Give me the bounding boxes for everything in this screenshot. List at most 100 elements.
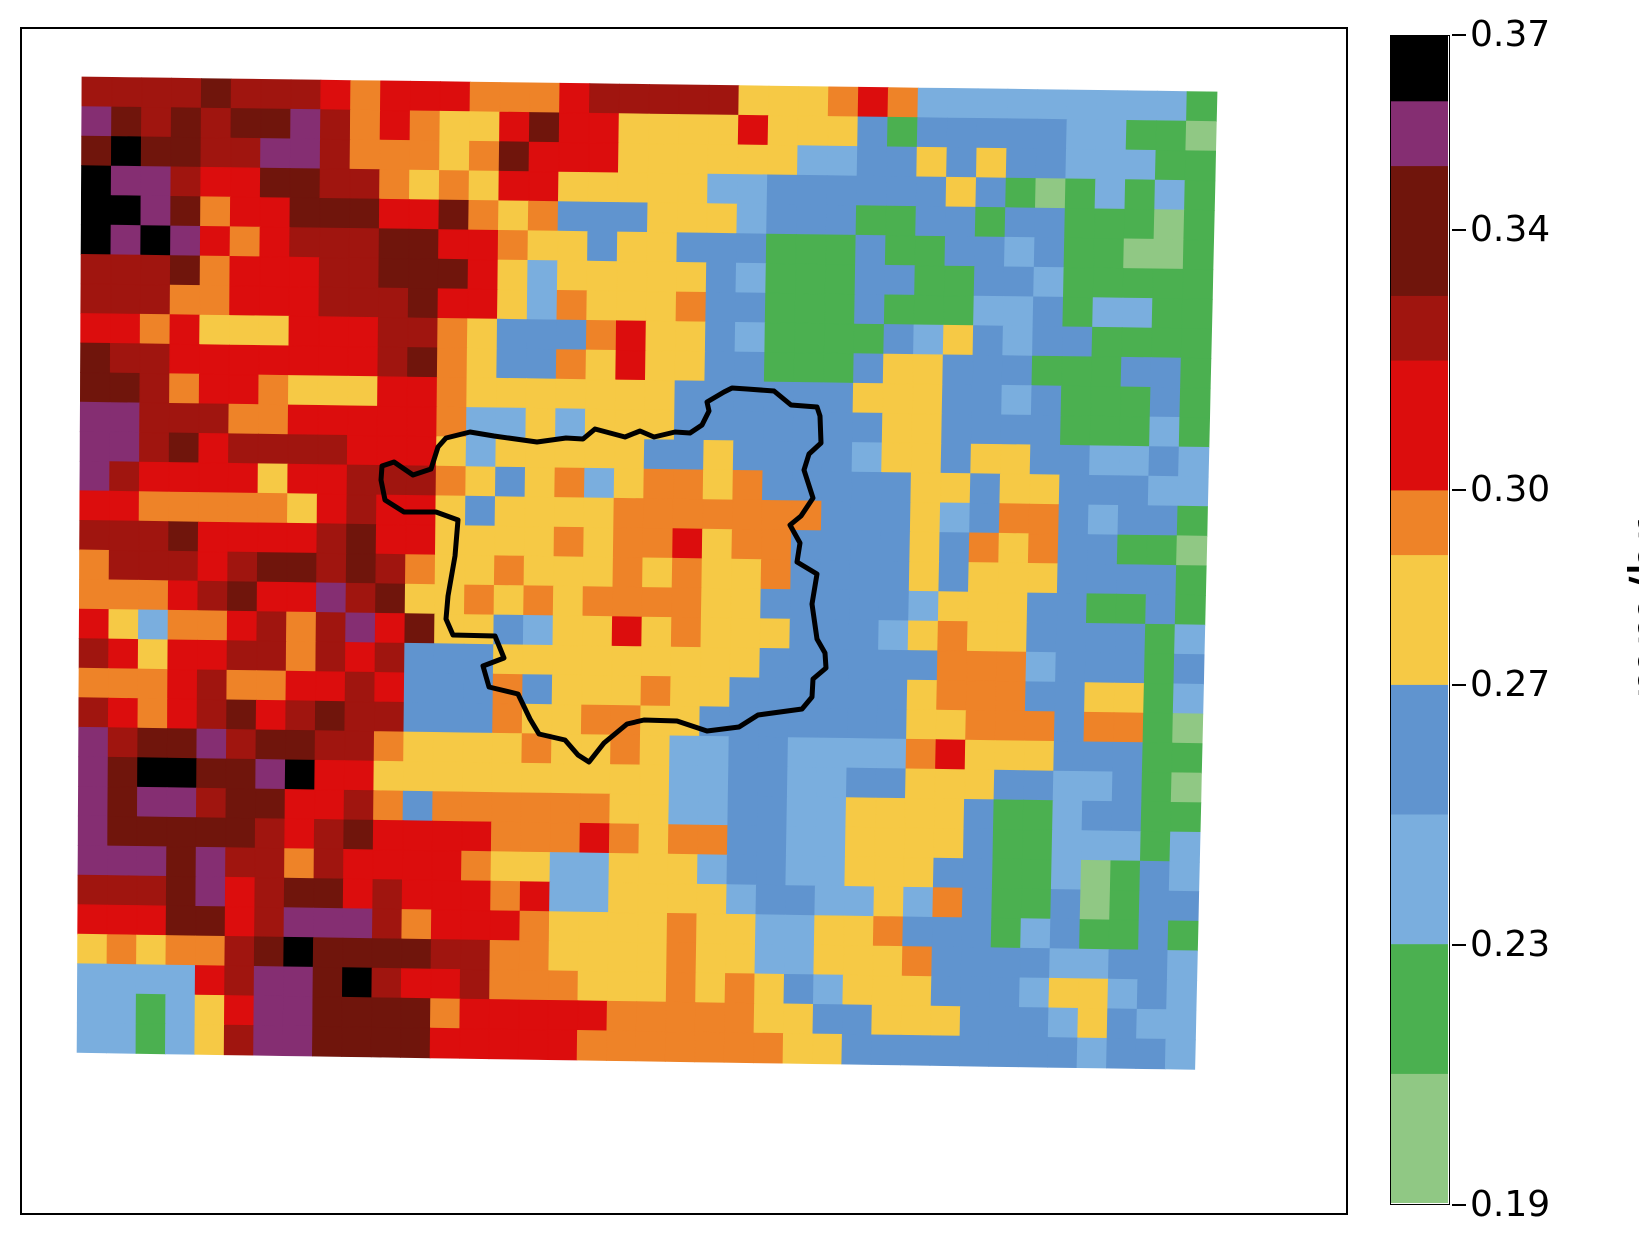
heatmap-cell (254, 906, 285, 938)
heatmap-cell (198, 344, 230, 376)
heatmap-cell (109, 461, 140, 493)
heatmap-cell (528, 171, 560, 203)
heatmap-cell (1065, 119, 1098, 151)
heatmap-cell (613, 468, 645, 500)
heatmap-cell (944, 206, 977, 238)
heatmap-cell (196, 639, 228, 671)
heatmap-cell (646, 202, 679, 234)
heatmap-cell (1005, 177, 1037, 209)
heatmap-cell (1089, 415, 1121, 447)
heatmap-cell (1154, 179, 1186, 211)
heatmap-cell (254, 818, 286, 850)
heatmap-cell (1047, 1037, 1079, 1069)
heatmap-cell (766, 174, 798, 206)
heatmap-cell (553, 556, 585, 588)
heatmap-cell (259, 226, 291, 258)
heatmap-cell (257, 492, 289, 524)
heatmap-cell (345, 612, 376, 644)
heatmap-cell (900, 1005, 932, 1037)
heatmap-cell (643, 439, 675, 471)
heatmap-cell (401, 879, 433, 911)
heatmap-cell (552, 585, 584, 617)
heatmap-cell (961, 887, 993, 919)
heatmap-cell (912, 354, 944, 385)
heatmap-cell (549, 852, 581, 883)
heatmap-cell (229, 255, 261, 287)
heatmap-cell (229, 285, 261, 317)
heatmap-cell (875, 738, 907, 770)
heatmap-cell (915, 176, 947, 208)
heatmap-cell (648, 84, 680, 115)
heatmap-cell (723, 1032, 755, 1064)
heatmap-cell (965, 680, 997, 712)
heatmap-cell (1148, 446, 1180, 478)
heatmap-cell (370, 1026, 402, 1058)
heatmap-cell (608, 882, 639, 914)
heatmap-cell (972, 325, 1004, 357)
heatmap-cell (757, 766, 789, 798)
heatmap-cell (255, 729, 287, 761)
heatmap-cell (1032, 296, 1064, 328)
heatmap-cell (347, 375, 379, 407)
heatmap-cell (938, 532, 971, 563)
heatmap-cell (258, 285, 290, 317)
heatmap-cell (317, 345, 349, 377)
heatmap-cell (228, 315, 260, 346)
heatmap-cell (878, 590, 910, 622)
heatmap-cell (929, 1035, 961, 1067)
heatmap-cell (375, 583, 406, 615)
heatmap-cell (1084, 682, 1116, 714)
heatmap-cell (286, 581, 318, 613)
heatmap-cell (1177, 476, 1209, 508)
heatmap-cell (371, 938, 403, 970)
heatmap-cell (672, 469, 704, 501)
heatmap-cell (884, 235, 917, 267)
heatmap-cell (881, 412, 913, 444)
heatmap-cell (871, 975, 903, 1007)
heatmap-cell (76, 963, 108, 995)
heatmap-cell (107, 845, 138, 877)
heatmap-cell (195, 817, 227, 849)
heatmap-cell (1055, 622, 1087, 654)
heatmap-cell (886, 116, 919, 148)
heatmap-cell (903, 827, 935, 859)
heatmap-cell (526, 319, 558, 351)
heatmap-cell (999, 444, 1032, 475)
heatmap-cell (80, 342, 111, 374)
heatmap-cell (461, 791, 493, 823)
heatmap-cell (873, 886, 905, 918)
heatmap-cell (349, 198, 380, 230)
heatmap-cell (1054, 681, 1086, 713)
heatmap-cell (435, 495, 467, 527)
heatmap-cell (1049, 948, 1080, 980)
heatmap-cell (141, 77, 173, 109)
heatmap-cell (1020, 918, 1052, 950)
heatmap-cell (646, 231, 678, 263)
heatmap-cell (639, 764, 671, 796)
heatmap-cell (1124, 179, 1156, 211)
heatmap-cell (1123, 238, 1155, 270)
heatmap-cell (823, 323, 855, 355)
heatmap-cell (225, 847, 256, 879)
heatmap-cell (288, 286, 320, 318)
heatmap-cell (258, 315, 290, 347)
heatmap-cell (519, 910, 550, 942)
heatmap-cell (818, 619, 850, 651)
heatmap-cell (671, 557, 703, 589)
heatmap-cell (973, 266, 1005, 297)
heatmap-cell (990, 917, 1022, 949)
heatmap-cell (499, 111, 531, 143)
heatmap-cell (671, 587, 703, 619)
heatmap-cell (194, 1024, 225, 1056)
heatmap-cell (402, 820, 434, 852)
heatmap-cell (581, 645, 613, 677)
heatmap-cell (1114, 653, 1146, 684)
heatmap-cell (1077, 1007, 1109, 1039)
heatmap-cell (526, 348, 558, 380)
heatmap-cell (433, 672, 465, 704)
heatmap-cell (857, 116, 889, 148)
heatmap-cell (635, 1001, 667, 1033)
heatmap-cell (320, 79, 352, 111)
heatmap-cell (874, 827, 906, 859)
heatmap-cell (786, 796, 818, 828)
